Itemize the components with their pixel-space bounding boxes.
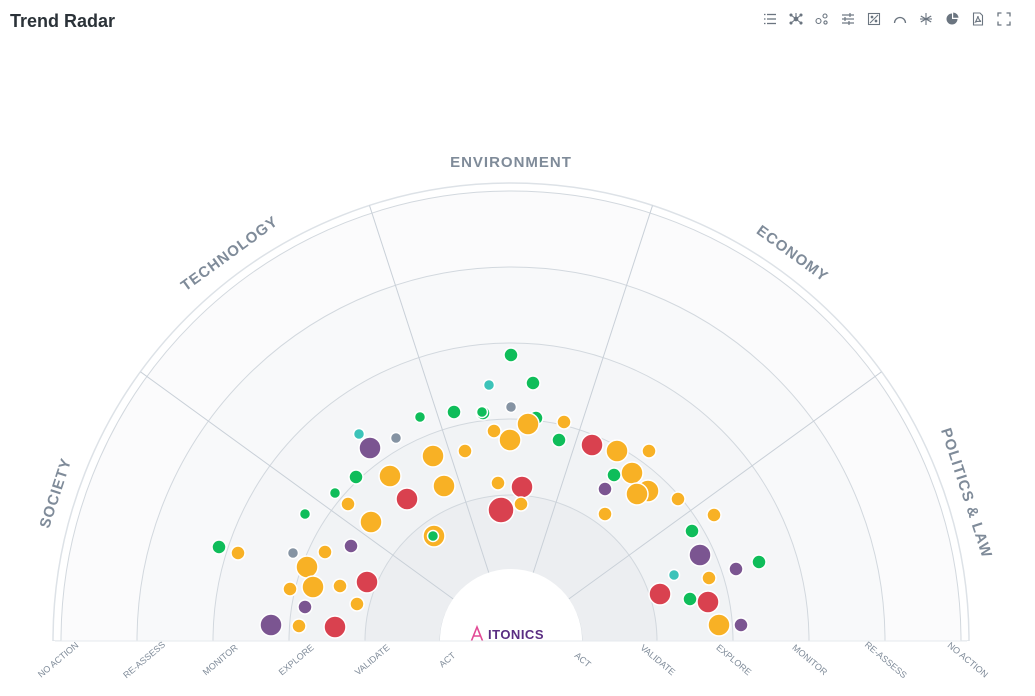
trend-bubble[interactable]: [682, 591, 698, 607]
trend-bubble[interactable]: [352, 427, 366, 441]
trend-bubble[interactable]: [301, 575, 325, 599]
trend-bubble[interactable]: [413, 410, 427, 424]
trend-bubble[interactable]: [482, 378, 496, 392]
trend-bubble[interactable]: [670, 491, 686, 507]
trend-bubble[interactable]: [340, 496, 356, 512]
itonics-logo-icon: [470, 624, 484, 643]
list-view-button[interactable]: [761, 10, 779, 28]
trend-bubble[interactable]: [475, 405, 489, 419]
trend-bubble[interactable]: [426, 529, 440, 543]
segment-divider: [568, 371, 882, 600]
header: Trend Radar: [0, 0, 1035, 44]
segment-divider: [140, 371, 454, 600]
trend-bubble[interactable]: [487, 496, 515, 524]
trend-bubble[interactable]: [291, 618, 307, 634]
cluster-view-button[interactable]: [813, 10, 831, 28]
pie-chart-icon: [946, 12, 959, 25]
trend-bubble[interactable]: [728, 561, 744, 577]
trend-bubble[interactable]: [525, 375, 541, 391]
export-pdf-button[interactable]: [969, 10, 987, 28]
itonics-logo-text: ITONICS: [488, 627, 544, 642]
radar-baseline-mask: [0, 641, 1035, 696]
trend-bubble[interactable]: [395, 487, 419, 511]
trend-bubble[interactable]: [358, 436, 382, 460]
segment-label: ENVIRONMENT: [450, 154, 572, 171]
trend-bubble[interactable]: [625, 482, 649, 506]
trend-bubble[interactable]: [230, 545, 246, 561]
trend-bubble[interactable]: [605, 439, 629, 463]
trend-bubble[interactable]: [498, 428, 522, 452]
trend-bubble[interactable]: [551, 432, 567, 448]
sliders-icon: [842, 13, 854, 25]
trend-bubble[interactable]: [701, 570, 717, 586]
radar-outer-edge: [52, 182, 970, 642]
filter-settings-button[interactable]: [839, 10, 857, 28]
trend-bubble[interactable]: [648, 582, 672, 606]
trend-bubble[interactable]: [328, 486, 342, 500]
trend-bubble[interactable]: [556, 414, 572, 430]
trend-bubble[interactable]: [355, 570, 379, 594]
snowflake-icon: [920, 13, 932, 25]
trend-bubble[interactable]: [317, 544, 333, 560]
segment-divider: [368, 205, 490, 574]
trend-bubble[interactable]: [349, 596, 365, 612]
arc-icon: [893, 16, 907, 24]
trend-bubble[interactable]: [332, 578, 348, 594]
pdf-icon: [972, 12, 984, 26]
matrix-icon: [867, 12, 881, 26]
trend-bubble[interactable]: [707, 613, 731, 637]
trend-bubble[interactable]: [446, 404, 462, 420]
snowflake-view-button[interactable]: [917, 10, 935, 28]
trend-bubble[interactable]: [211, 539, 227, 555]
cluster-icon: [815, 13, 828, 25]
network-icon: [789, 13, 803, 25]
trend-bubble[interactable]: [688, 543, 712, 567]
segment-divider: [532, 205, 654, 574]
trend-bubble[interactable]: [343, 538, 359, 554]
trend-bubble[interactable]: [286, 546, 300, 560]
trend-bubble[interactable]: [421, 444, 445, 468]
trend-bubble[interactable]: [490, 475, 506, 491]
trend-bubble[interactable]: [389, 431, 403, 445]
trend-bubble[interactable]: [620, 461, 644, 485]
view-toolbar: [761, 10, 1013, 28]
pie-view-button[interactable]: [943, 10, 961, 28]
page-title: Trend Radar: [10, 11, 116, 31]
trend-bubble[interactable]: [298, 507, 312, 521]
trend-bubble[interactable]: [432, 474, 456, 498]
trend-bubble[interactable]: [513, 496, 529, 512]
network-view-button[interactable]: [787, 10, 805, 28]
fullscreen-icon: [997, 12, 1011, 26]
matrix-view-button[interactable]: [865, 10, 883, 28]
trend-bubble[interactable]: [516, 412, 540, 436]
trend-bubble[interactable]: [295, 555, 319, 579]
trend-bubble[interactable]: [282, 581, 298, 597]
trend-bubble[interactable]: [348, 469, 364, 485]
trend-bubble[interactable]: [706, 507, 722, 523]
fullscreen-button[interactable]: [995, 10, 1013, 28]
radar-view-button[interactable]: [891, 10, 909, 28]
trend-bubble[interactable]: [259, 613, 283, 637]
trend-bubble[interactable]: [503, 347, 519, 363]
trend-bubble[interactable]: [733, 617, 749, 633]
trend-bubble[interactable]: [359, 510, 383, 534]
trend-bubble[interactable]: [510, 475, 534, 499]
trend-bubble[interactable]: [457, 443, 473, 459]
trend-bubble[interactable]: [684, 523, 700, 539]
trend-bubble[interactable]: [504, 400, 518, 414]
trend-bubble[interactable]: [606, 467, 622, 483]
trend-bubble[interactable]: [667, 568, 681, 582]
trend-bubble[interactable]: [597, 481, 613, 497]
trend-bubble[interactable]: [696, 590, 720, 614]
trend-bubble[interactable]: [486, 423, 502, 439]
trend-bubble[interactable]: [378, 464, 402, 488]
trend-bubble[interactable]: [751, 554, 767, 570]
trend-bubble[interactable]: [641, 443, 657, 459]
trend-bubble[interactable]: [597, 506, 613, 522]
trend-bubble[interactable]: [323, 615, 347, 639]
trend-bubble[interactable]: [580, 433, 604, 457]
trend-bubble[interactable]: [297, 599, 313, 615]
list-icon: [764, 13, 776, 25]
